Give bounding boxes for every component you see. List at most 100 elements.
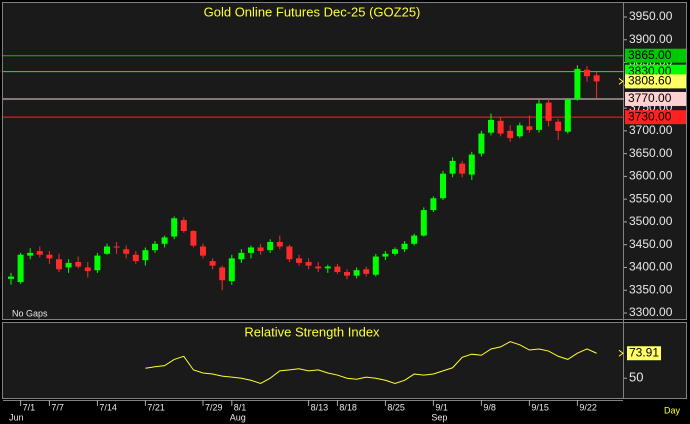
y-tick-label: 3950.00 <box>629 9 673 23</box>
candle-body <box>56 259 62 270</box>
candle-body <box>593 75 600 82</box>
candle-body <box>468 154 475 175</box>
candle-body <box>315 266 322 269</box>
x-tick-label: 7/21 <box>147 402 165 412</box>
candle-body <box>36 251 43 255</box>
x-tick-label: 7/29 <box>205 402 223 412</box>
candle-body <box>372 256 379 275</box>
x-tick-label: 8/18 <box>339 402 357 412</box>
candle-body <box>248 247 254 253</box>
candle-body <box>65 262 72 268</box>
x-tick-label: 8/1 <box>234 402 247 412</box>
candle-body <box>17 254 24 283</box>
candle-body <box>392 249 398 254</box>
candle-body <box>430 198 437 211</box>
last-price-box <box>625 74 686 89</box>
candle-body <box>363 269 370 274</box>
candle-body <box>478 133 485 154</box>
x-tick-label: 9/1 <box>435 402 448 412</box>
candle-body <box>516 125 523 137</box>
candle-body <box>584 69 590 77</box>
candle-body <box>411 235 418 244</box>
candle-body <box>276 241 283 247</box>
candle-body <box>142 250 149 261</box>
x-tick-label: 8/13 <box>311 402 329 412</box>
candle-body <box>228 258 235 282</box>
price-line-label-box <box>625 48 686 63</box>
candle-body <box>152 243 158 251</box>
candle-body <box>497 120 504 134</box>
candle-body <box>200 246 206 256</box>
y-tick-label: 3550.00 <box>629 191 673 205</box>
candle-body <box>382 253 389 257</box>
y-tick-label: 3900.00 <box>629 32 673 46</box>
candle-body <box>334 266 341 273</box>
candle-body <box>353 270 360 276</box>
candle-body <box>190 231 197 246</box>
candle-body <box>94 255 101 271</box>
candle-body <box>420 210 427 236</box>
price-panel <box>2 2 687 320</box>
candle-body <box>161 237 168 244</box>
candle-body <box>440 173 446 199</box>
candle-body <box>46 254 53 259</box>
candle-body <box>555 121 562 131</box>
candle-body <box>286 246 293 260</box>
candle-body <box>75 261 82 267</box>
indicator-line <box>145 341 597 384</box>
candle-body <box>180 220 187 232</box>
indicator-panel <box>2 322 687 399</box>
candle-body <box>8 276 14 279</box>
candle-body <box>305 261 312 266</box>
month-label: Aug <box>230 412 246 422</box>
y-tick-label: 3300.00 <box>629 305 673 319</box>
month-label: Sep <box>431 412 447 422</box>
candle-body <box>219 267 226 281</box>
candle-body <box>545 102 552 121</box>
candle-body <box>84 267 91 272</box>
candle-body <box>132 254 139 262</box>
chart-title: Gold Online Futures Dec-25 (GOZ25) <box>204 4 421 19</box>
price-line-label: 3730.00 <box>628 109 672 123</box>
candle-body <box>459 163 466 174</box>
candle-body <box>564 99 571 132</box>
y-tick-label: 3600.00 <box>629 169 673 183</box>
candle-body <box>526 126 533 130</box>
candle-body <box>296 258 302 263</box>
x-tick-label: 7/7 <box>51 402 64 412</box>
candle-body <box>324 266 331 269</box>
candle-body <box>488 119 494 133</box>
x-tick-label: 7/14 <box>99 402 117 412</box>
candle-body <box>238 252 245 260</box>
y-tick-label: 3400.00 <box>629 260 673 274</box>
price-line-label: 3770.00 <box>628 91 672 105</box>
candle-body <box>27 252 34 256</box>
candle-body <box>536 103 542 130</box>
last-price-label: 3808.60 <box>628 74 672 88</box>
candle-body <box>344 272 350 276</box>
x-tick-label: 7/1 <box>23 402 36 412</box>
candle-body <box>401 243 408 250</box>
candle-body <box>123 249 130 254</box>
candle-body <box>171 218 178 237</box>
x-tick-label: 9/8 <box>483 402 496 412</box>
indicator-value-box <box>627 346 661 361</box>
candle-body <box>267 241 274 251</box>
y-tick-label: 3450.00 <box>629 237 673 251</box>
indicator-value-label: 73.91 <box>629 345 659 359</box>
y-tick-label: 3650.00 <box>629 146 673 160</box>
y-tick-label: 3350.00 <box>629 282 673 296</box>
indicator-title: Relative Strength Index <box>244 324 380 339</box>
x-tick-label: 8/25 <box>387 402 405 412</box>
indicator-arrow <box>618 349 624 357</box>
price-line-label-box <box>625 91 686 106</box>
candle-body <box>449 160 456 174</box>
price-line-label: 3830.00 <box>628 64 672 78</box>
candle-body <box>257 247 264 252</box>
candle-body <box>507 130 514 139</box>
indicator-tick-label: 50 <box>629 370 643 385</box>
price-line-label: 3865.00 <box>628 48 672 62</box>
candle-body <box>104 246 110 254</box>
period-label: Day <box>664 405 681 415</box>
